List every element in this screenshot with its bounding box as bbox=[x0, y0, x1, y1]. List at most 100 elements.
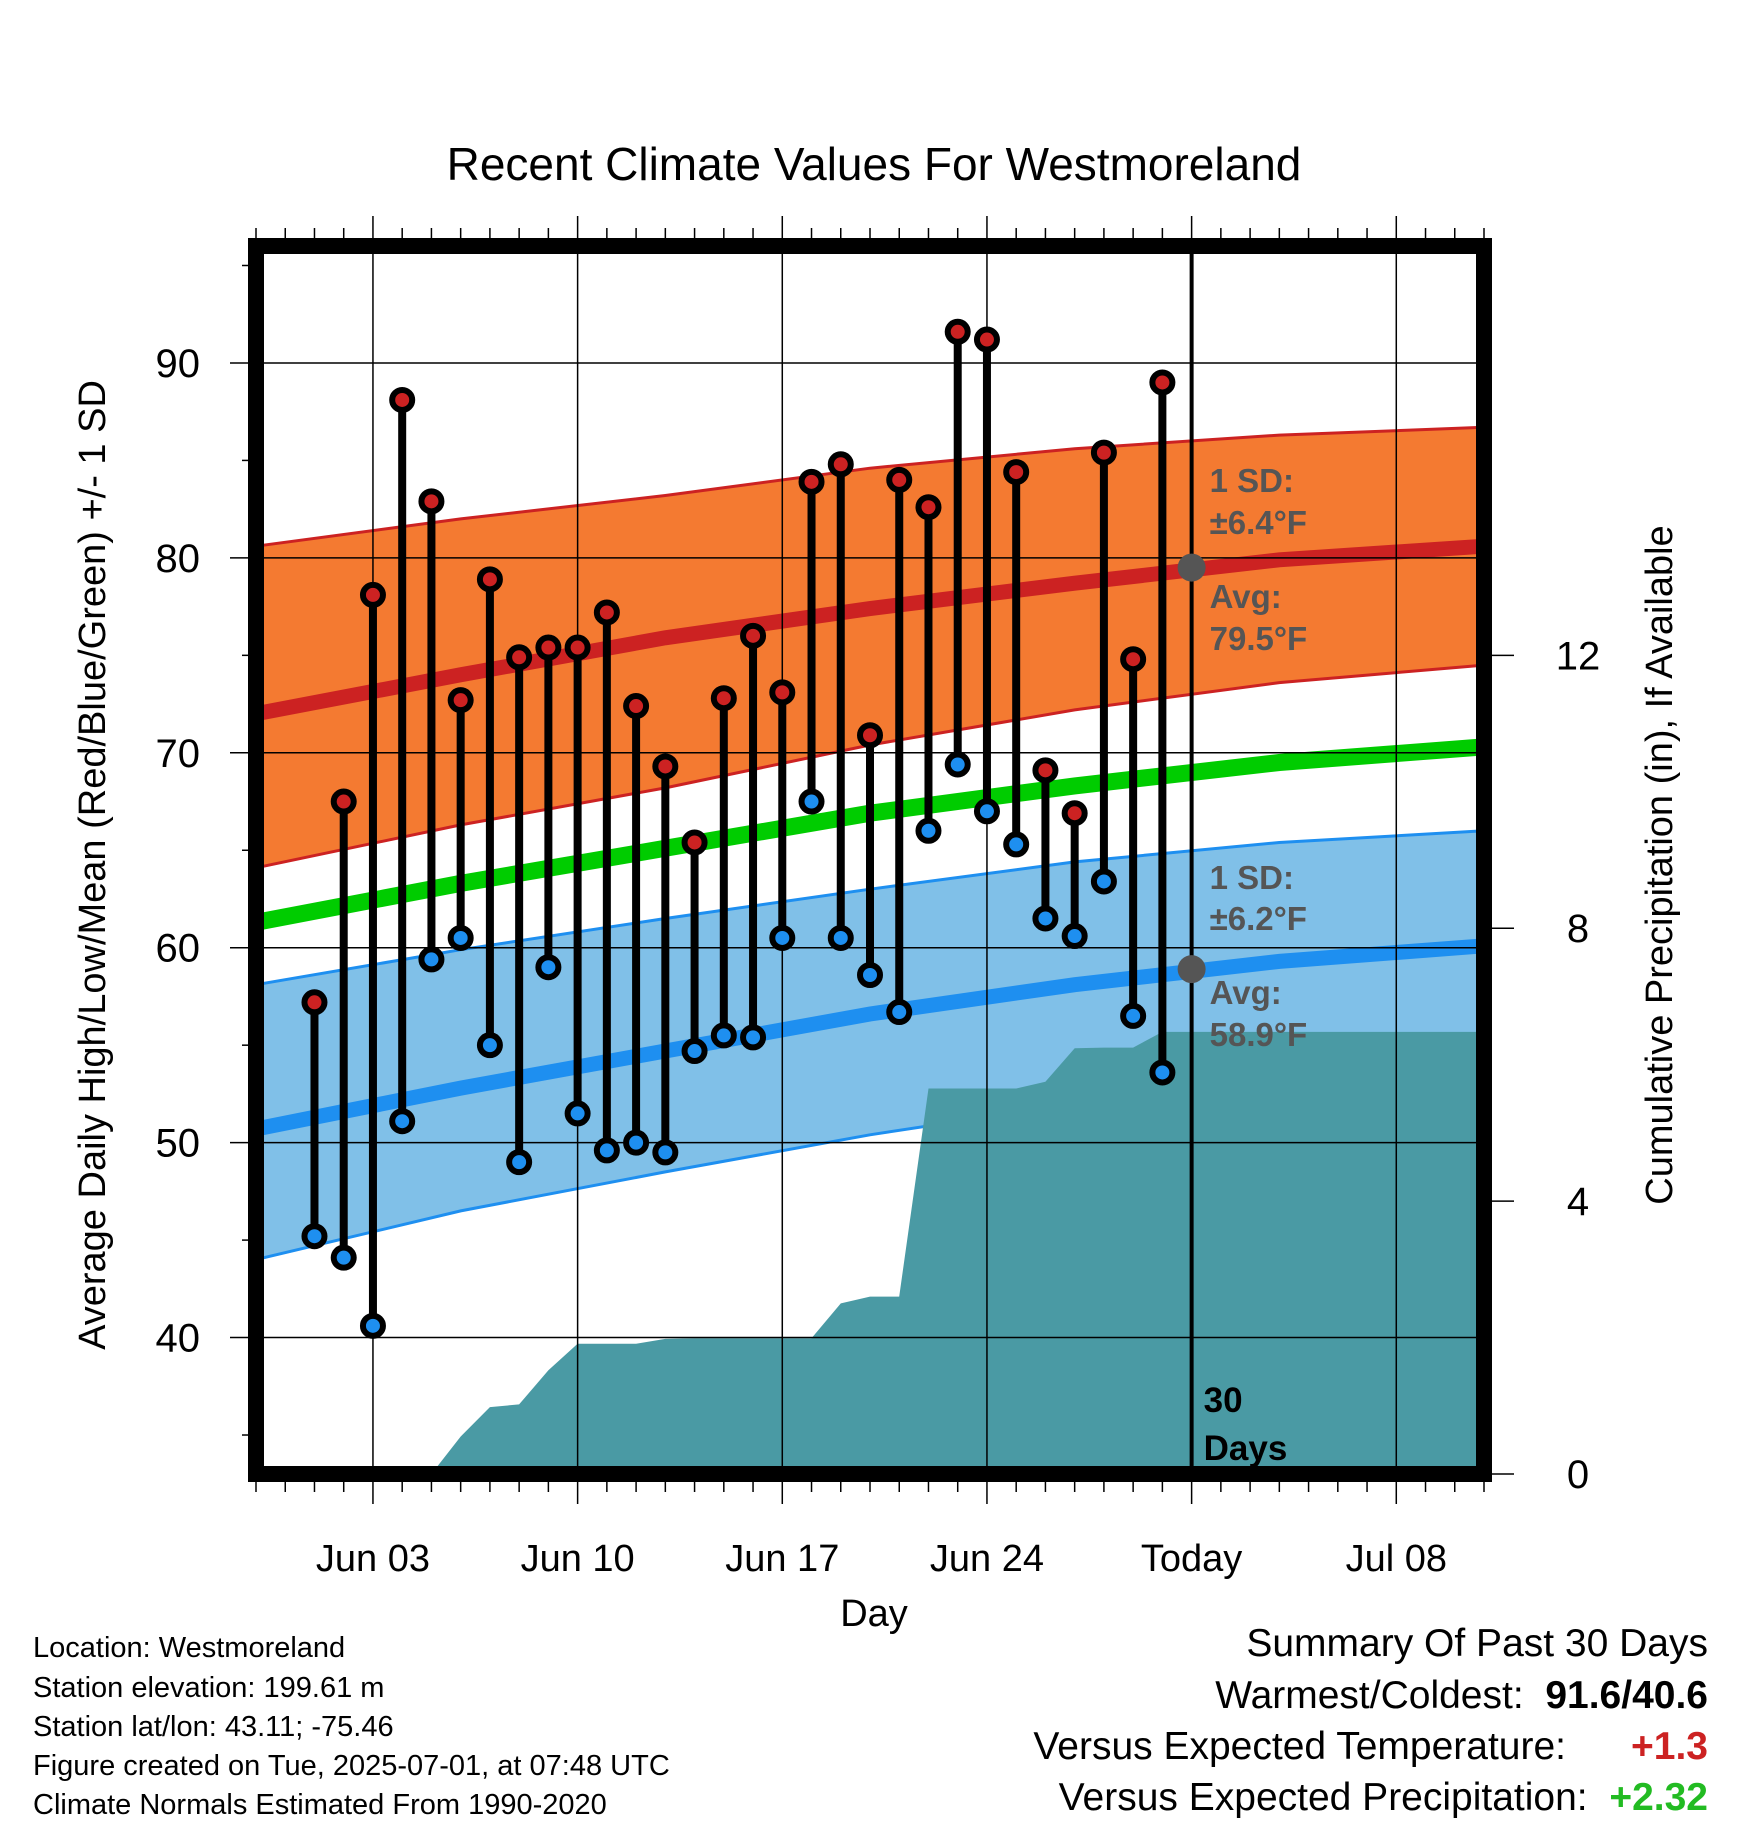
daily-high-point bbox=[973, 326, 1000, 353]
today-low-avg-marker bbox=[1177, 955, 1206, 984]
daily-low-point bbox=[769, 924, 796, 951]
high-avg-label: Avg: bbox=[1210, 578, 1282, 615]
daily-high-point bbox=[1120, 646, 1147, 673]
daily-low-point bbox=[710, 1022, 737, 1049]
daily-high-point bbox=[827, 451, 854, 478]
x-axis-label: Day bbox=[840, 1593, 908, 1635]
summary-warmest-value: 91.6/40.6 bbox=[1545, 1674, 1708, 1717]
y-tick-label-left: 60 bbox=[156, 927, 201, 971]
daily-low-point bbox=[593, 1137, 620, 1164]
days-word-label: Days bbox=[1204, 1429, 1288, 1468]
daily-low-point bbox=[740, 1024, 767, 1051]
info-latlon: Station lat/lon: 43.11; -75.46 bbox=[33, 1711, 394, 1743]
x-tick-label: Jul 08 bbox=[1346, 1538, 1447, 1580]
daily-low-point bbox=[1061, 923, 1088, 950]
daily-low-point bbox=[389, 1108, 416, 1135]
daily-low-point bbox=[359, 1312, 386, 1339]
daily-low-point bbox=[447, 924, 474, 951]
daily-low-point bbox=[886, 999, 913, 1026]
daily-high-point bbox=[476, 566, 503, 593]
summary-precip-label: Versus Expected Precipitation: bbox=[1058, 1776, 1588, 1819]
daily-high-point bbox=[857, 722, 883, 749]
daily-low-point bbox=[476, 1032, 503, 1059]
y-tick-label-right: 12 bbox=[1556, 634, 1601, 678]
daily-low-point bbox=[973, 798, 1000, 825]
daily-low-point bbox=[827, 924, 854, 951]
low-sd-label: 1 SD: bbox=[1210, 859, 1294, 896]
daily-high-point bbox=[389, 386, 416, 413]
x-tick-label: Jun 24 bbox=[930, 1538, 1044, 1580]
daily-high-point bbox=[623, 693, 650, 720]
x-tick-label: Jun 10 bbox=[521, 1538, 635, 1580]
summary-precip-value: +2.32 bbox=[1609, 1776, 1708, 1819]
summary-temp-label: Versus Expected Temperature: bbox=[1033, 1725, 1566, 1768]
daily-high-point bbox=[915, 494, 942, 521]
low-avg-label: Avg: bbox=[1210, 974, 1282, 1011]
daily-high-point bbox=[740, 622, 767, 649]
summary-temp-value: +1.3 bbox=[1631, 1725, 1708, 1768]
normal-low-mean-line bbox=[254, 938, 1485, 1137]
normal-high-band bbox=[256, 427, 1484, 868]
y-tick-label-left: 50 bbox=[156, 1122, 201, 1166]
low-avg-value: 58.9°F bbox=[1210, 1016, 1308, 1053]
info-normals: Climate Normals Estimated From 1990-2020 bbox=[33, 1789, 607, 1821]
x-tick-label: Jun 17 bbox=[725, 1538, 839, 1580]
x-tick-label: Jun 03 bbox=[316, 1538, 430, 1580]
daily-low-point bbox=[1149, 1059, 1176, 1086]
daily-low-point bbox=[915, 817, 942, 844]
daily-low-point bbox=[1003, 831, 1030, 858]
daily-low-point bbox=[681, 1038, 708, 1065]
daily-high-point bbox=[798, 468, 825, 495]
daily-low-point bbox=[1120, 1002, 1147, 1029]
daily-high-point bbox=[564, 634, 591, 661]
daily-high-point bbox=[886, 466, 913, 493]
y-tick-label-right: 8 bbox=[1567, 907, 1589, 951]
normal-high-mean-line bbox=[254, 538, 1485, 722]
y-tick-label-left: 70 bbox=[156, 732, 201, 776]
daily-low-point bbox=[301, 1223, 328, 1250]
daily-high-point bbox=[330, 788, 357, 815]
summary-temp-row: Versus Expected Temperature: +1.3 bbox=[1033, 1727, 1708, 1766]
daily-high-point bbox=[1032, 757, 1059, 784]
y-tick-label-left: 80 bbox=[156, 537, 201, 581]
daily-high-point bbox=[301, 989, 328, 1016]
daily-low-point bbox=[330, 1244, 357, 1271]
daily-low-point bbox=[798, 788, 825, 815]
y-tick-label-right: 0 bbox=[1567, 1453, 1589, 1497]
info-location: Location: Westmoreland bbox=[33, 1632, 346, 1664]
daily-high-point bbox=[1061, 800, 1088, 827]
normal-low-band bbox=[256, 830, 1484, 1260]
info-elevation: Station elevation: 199.61 m bbox=[33, 1672, 385, 1704]
daily-high-point bbox=[593, 599, 620, 626]
info-created: Figure created on Tue, 2025-07-01, at 07… bbox=[33, 1750, 670, 1782]
y-tick-label-left: 40 bbox=[156, 1317, 201, 1361]
summary-warmest-label: Warmest/Coldest: bbox=[1215, 1674, 1524, 1717]
high-sd-value: ±6.4°F bbox=[1210, 504, 1307, 541]
daily-high-point bbox=[447, 687, 474, 714]
low-sd-value: ±6.2°F bbox=[1210, 900, 1307, 937]
daily-low-point bbox=[1032, 905, 1059, 932]
daily-high-point bbox=[652, 753, 679, 780]
y-axis-label-right: Cumulative Precipitation (in), If Availa… bbox=[1639, 525, 1681, 1204]
daily-high-point bbox=[359, 581, 386, 608]
y-tick-label-left: 90 bbox=[156, 342, 201, 386]
y-tick-label-right: 4 bbox=[1567, 1180, 1589, 1224]
daily-high-point bbox=[710, 685, 737, 712]
daily-high-point bbox=[506, 644, 533, 671]
high-sd-label: 1 SD: bbox=[1210, 462, 1294, 499]
summary-precip-row: Versus Expected Precipitation: +2.32 bbox=[1059, 1778, 1708, 1817]
daily-high-point bbox=[681, 829, 708, 856]
high-avg-value: 79.5°F bbox=[1210, 620, 1308, 657]
daily-low-point bbox=[857, 962, 883, 989]
daily-high-point bbox=[418, 488, 445, 515]
daily-low-point bbox=[535, 954, 562, 981]
daily-low-point bbox=[564, 1100, 591, 1127]
chart-title: Recent Climate Values For Westmoreland bbox=[447, 138, 1302, 190]
daily-low-point bbox=[623, 1129, 650, 1156]
daily-high-point bbox=[1003, 459, 1030, 486]
normal-high-upper-line bbox=[255, 425, 1485, 548]
x-tick-label: Today bbox=[1141, 1538, 1242, 1580]
days-count-label: 30 bbox=[1204, 1381, 1243, 1420]
daily-high-point bbox=[535, 634, 562, 661]
